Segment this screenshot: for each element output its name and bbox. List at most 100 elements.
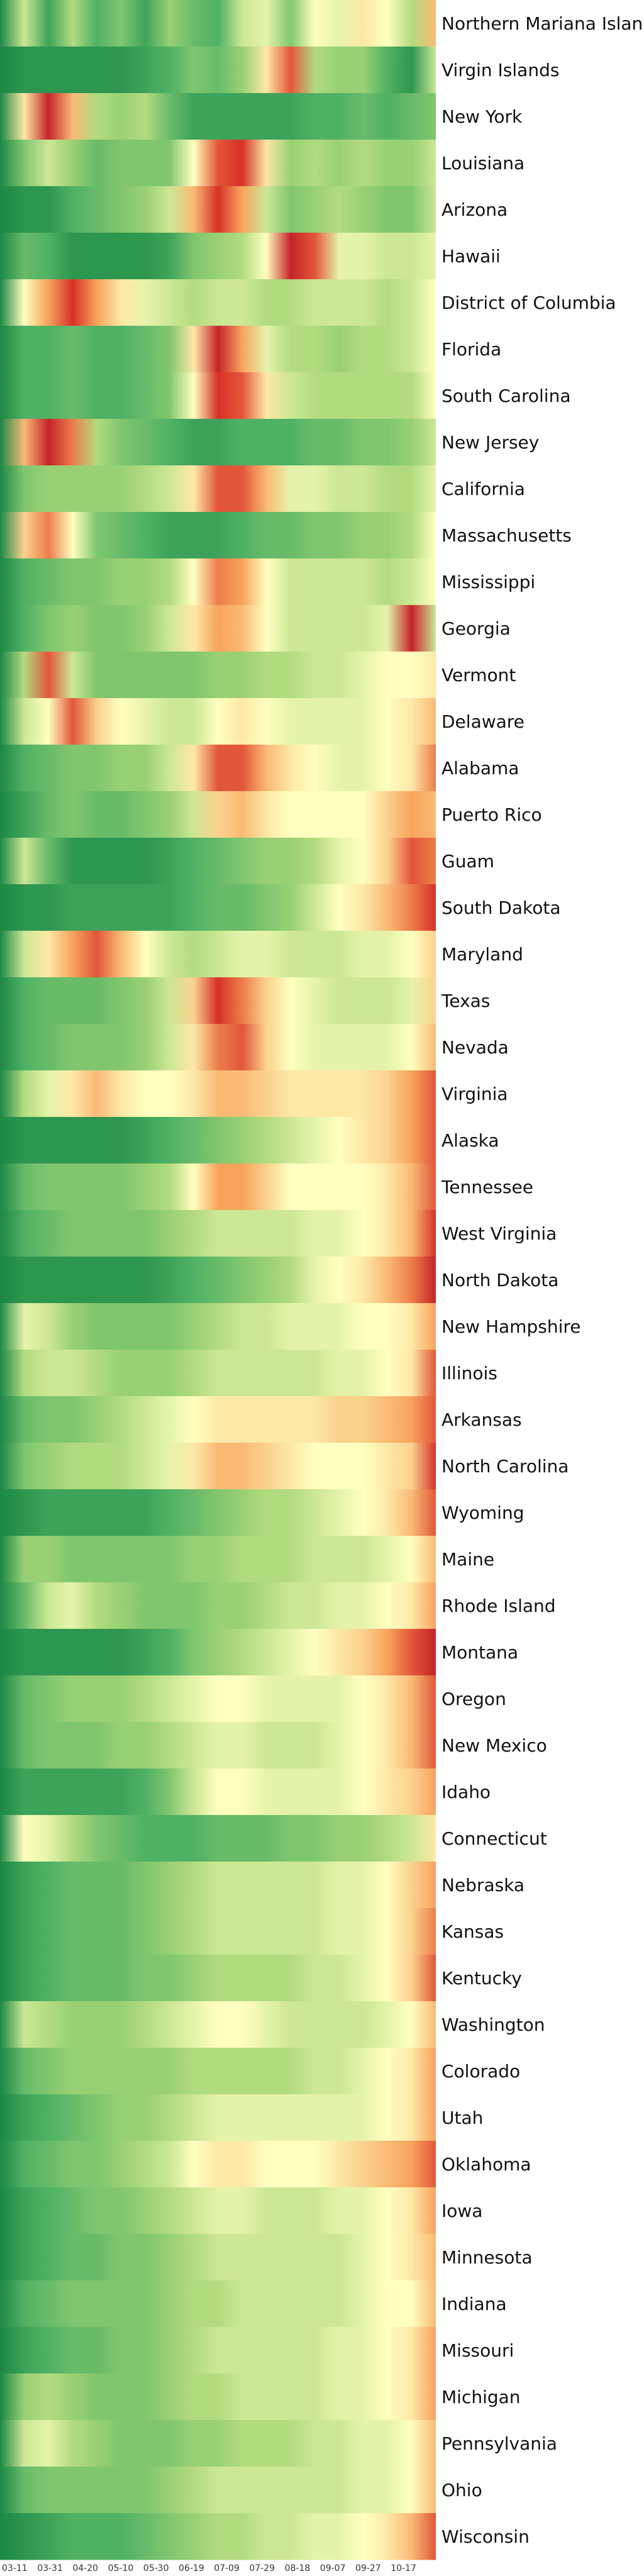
heatmap-row	[0, 0, 436, 47]
row-label: South Carolina	[441, 386, 570, 406]
row-label: Mississippi	[441, 572, 535, 592]
x-tick-label: 03-11	[2, 2563, 28, 2573]
row-label: District of Columbia	[441, 292, 616, 313]
heatmap-row	[0, 1908, 436, 1955]
heatmap-row	[0, 1489, 436, 1536]
row-label: Rhode Island	[441, 1596, 556, 1616]
heatmap-row	[0, 605, 436, 652]
row-label: Montana	[441, 1642, 518, 1663]
heatmap-row	[0, 2141, 436, 2188]
heatmap-row	[0, 372, 436, 419]
row-label: Northern Mariana Islands	[441, 13, 644, 34]
heatmap-row	[0, 2187, 436, 2235]
row-label: New York	[441, 106, 523, 127]
row-label: West Virginia	[441, 1223, 557, 1244]
heatmap-row	[0, 140, 436, 187]
row-label: Nevada	[441, 1037, 509, 1058]
heatmap-row	[0, 745, 436, 792]
x-tick-labels: 03-11 03-31 04-20 05-10 05-30 06-19 07-09 07-29…	[2, 2563, 416, 2573]
row-label: Idaho	[441, 1782, 491, 1802]
heatmap-row	[0, 465, 436, 513]
x-tick-label: 08-18	[285, 2563, 311, 2573]
row-label: Guam	[441, 851, 494, 872]
row-label: New Hampshire	[441, 1316, 580, 1337]
row-label: Nebraska	[441, 1875, 525, 1896]
x-tick-label: 10-17	[391, 2563, 416, 2573]
row-label: Wyoming	[441, 1502, 524, 1523]
x-tick-label: 03-31	[37, 2563, 63, 2573]
heatmap-row	[0, 931, 436, 978]
row-label: Puerto Rico	[441, 804, 542, 825]
heatmap-row	[0, 2420, 436, 2467]
heatmap-row	[0, 1024, 436, 1071]
row-label: Oregon	[441, 1689, 506, 1709]
heatmap-row	[0, 1117, 436, 1164]
heatmap-row	[0, 1396, 436, 1443]
row-label: Florida	[441, 339, 501, 360]
heatmap-row	[0, 326, 436, 373]
heatmap-row	[0, 652, 436, 699]
heatmap-row	[0, 1303, 436, 1350]
heatmap-row	[0, 1163, 436, 1211]
heatmap-row	[0, 558, 436, 606]
heatmap-row	[0, 2234, 436, 2281]
heatmap-row	[0, 2094, 436, 2141]
x-tick-label: 09-07	[320, 2563, 346, 2573]
row-label: Louisiana	[441, 153, 525, 174]
heatmap-row	[0, 1629, 436, 1676]
row-label: Virgin Islands	[441, 60, 559, 80]
heatmap-row	[0, 1443, 436, 1490]
row-label: Missouri	[441, 2340, 514, 2361]
heatmap-rows	[0, 0, 436, 2560]
heatmap-row	[0, 698, 436, 745]
heatmap-row	[0, 1768, 436, 1816]
row-label: Georgia	[441, 618, 511, 639]
row-label: Indiana	[441, 2294, 507, 2314]
heatmap-row	[0, 884, 436, 931]
heatmap-row	[0, 279, 436, 326]
heatmap-row	[0, 1862, 436, 1909]
heatmap-row	[0, 1070, 436, 1118]
heatmap-row	[0, 1955, 436, 2002]
x-tick-label: 07-29	[249, 2563, 275, 2573]
heatmap-row	[0, 1350, 436, 1397]
heatmap-row	[0, 93, 436, 140]
heatmap-row	[0, 233, 436, 280]
row-label: Maine	[441, 1549, 494, 1570]
row-label: Virginia	[441, 1084, 508, 1104]
row-label: North Carolina	[441, 1456, 569, 1477]
row-label: North Dakota	[441, 1270, 558, 1291]
row-label: Delaware	[441, 711, 525, 732]
row-label: Kentucky	[441, 1968, 522, 1989]
heatmap-row	[0, 2513, 436, 2560]
heatmap-row	[0, 1815, 436, 1862]
x-tick-label: 05-10	[108, 2563, 134, 2573]
heatmap-row	[0, 2467, 436, 2514]
row-label: Iowa	[441, 2201, 482, 2221]
heatmap-row	[0, 2001, 436, 2048]
row-label: Massachusetts	[441, 525, 572, 546]
heatmap-row	[0, 838, 436, 885]
heatmap-row	[0, 2280, 436, 2328]
x-tick-label: 09-27	[355, 2563, 381, 2573]
heatmap-row	[0, 512, 436, 559]
heatmap-row	[0, 1210, 436, 1257]
row-label: Arizona	[441, 199, 508, 220]
row-label: Oklahoma	[441, 2154, 531, 2175]
x-tick-label: 07-09	[214, 2563, 240, 2573]
row-label: Ohio	[441, 2480, 482, 2501]
row-label: Alabama	[441, 758, 519, 779]
row-label: Alaska	[441, 1130, 499, 1151]
row-label: Colorado	[441, 2061, 520, 2082]
heatmap-row	[0, 1675, 436, 1723]
x-tick-label: 04-20	[72, 2563, 98, 2573]
row-label: South Dakota	[441, 897, 560, 918]
heatmap-row	[0, 2373, 436, 2421]
row-label: Wisconsin	[441, 2526, 530, 2547]
row-label: Illinois	[441, 1363, 497, 1384]
heatmap-row	[0, 2048, 436, 2095]
heatmap-row	[0, 1582, 436, 1629]
row-label: Texas	[441, 991, 490, 1011]
heatmap-row	[0, 977, 436, 1024]
